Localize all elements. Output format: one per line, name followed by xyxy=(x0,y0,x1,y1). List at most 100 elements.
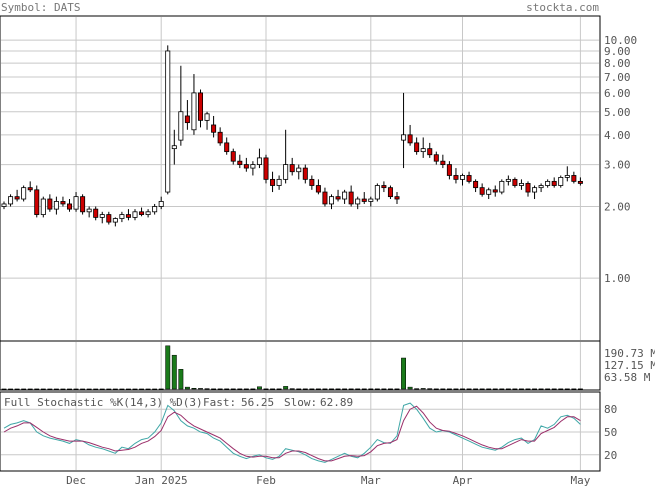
volume-tick-label: 63.58 M xyxy=(604,371,651,384)
volume-bar xyxy=(374,388,380,390)
legend-slow-value: 62.89 xyxy=(320,396,353,409)
candle-up xyxy=(538,185,544,189)
fast-k-line xyxy=(3,402,581,463)
volume-bar xyxy=(486,388,492,390)
price-tick-label: 3.00 xyxy=(604,159,631,172)
stochastic-title: Full Stochastic %K(14,3) %D(3) xyxy=(4,396,203,409)
candle-up xyxy=(355,198,361,205)
volume-bar xyxy=(139,388,145,390)
x-tick-label: Mar xyxy=(361,474,381,486)
volume-bar xyxy=(276,388,282,390)
price-tick-label: 8.00 xyxy=(604,57,631,70)
volume-bar xyxy=(296,388,302,390)
candle-up xyxy=(171,145,177,150)
candle-down xyxy=(525,183,531,193)
volume-bar xyxy=(322,388,328,390)
candle-up xyxy=(518,183,524,186)
volume-bar xyxy=(178,369,184,390)
x-tick-label: Jan 2025 xyxy=(135,474,188,486)
candle-up xyxy=(459,175,465,180)
candle-down xyxy=(440,160,446,165)
volume-bar xyxy=(479,388,485,390)
volume-bar xyxy=(388,388,393,390)
candle-up xyxy=(283,164,289,180)
candle-down xyxy=(263,157,269,180)
volume-bar xyxy=(368,388,374,390)
candle-up xyxy=(374,185,380,200)
volume-bar xyxy=(577,388,583,390)
volume-bar xyxy=(1,388,7,390)
candle-up xyxy=(8,196,14,205)
volume-bar xyxy=(414,388,420,390)
candle-down xyxy=(414,142,420,153)
candle-up xyxy=(73,196,79,210)
candle-down xyxy=(571,175,577,182)
volume-bar xyxy=(564,388,570,390)
candle-down xyxy=(551,180,557,186)
volume-bar xyxy=(473,388,479,390)
candle-down xyxy=(184,115,190,124)
volume-bar xyxy=(21,388,27,390)
volume-bar xyxy=(315,388,321,390)
volume-bar xyxy=(99,388,105,390)
candle-down xyxy=(394,196,400,200)
candle-down xyxy=(270,178,276,186)
volume-bar xyxy=(545,388,551,390)
candle-up xyxy=(152,206,158,213)
volume-bar xyxy=(184,386,190,390)
volume-bar xyxy=(499,388,505,390)
candle-down xyxy=(466,175,472,182)
volume-bar xyxy=(217,388,223,390)
candle-down xyxy=(224,142,230,153)
volume-bar xyxy=(505,388,511,390)
candle-down xyxy=(80,196,86,213)
volume-bar xyxy=(519,388,524,390)
candle-down xyxy=(47,198,53,210)
volume-bar xyxy=(93,388,99,390)
volume-bar xyxy=(106,388,112,390)
candle-up xyxy=(112,218,118,223)
candle-down xyxy=(433,154,439,162)
legend-fast-value: 56.25 xyxy=(241,396,274,409)
volume-bar xyxy=(211,388,217,390)
candle-down xyxy=(512,178,518,186)
volume-bar xyxy=(198,388,203,390)
candle-down xyxy=(60,201,66,205)
volume-bar xyxy=(243,388,249,390)
volume-bar xyxy=(67,388,72,390)
volume-bar xyxy=(132,388,138,390)
volume-bar xyxy=(407,386,413,390)
volume-bar xyxy=(119,388,125,390)
price-tick-label: 7.00 xyxy=(604,71,631,84)
price-tick-label: 2.00 xyxy=(604,201,631,214)
candle-down xyxy=(302,167,308,180)
candle-down xyxy=(361,198,367,202)
volume-bar xyxy=(47,388,53,390)
volume-bar xyxy=(86,388,92,390)
candle-down xyxy=(14,196,20,200)
candle-down xyxy=(348,191,354,205)
candle-up xyxy=(276,178,282,186)
brand-label: stockta.com xyxy=(526,1,599,14)
candle-down xyxy=(139,211,145,215)
volume-bar xyxy=(112,388,118,390)
candle-down xyxy=(289,164,295,173)
candle-down xyxy=(67,203,73,210)
candle-down xyxy=(27,187,33,191)
x-tick-label: Apr xyxy=(453,474,473,486)
volume-bar xyxy=(538,388,544,390)
volume-bar xyxy=(427,388,433,390)
volume-bar xyxy=(401,357,407,390)
volume-bar xyxy=(257,386,262,390)
candle-down xyxy=(197,92,203,121)
volume-bar xyxy=(40,388,46,390)
candle-up xyxy=(132,211,138,218)
volume-bar xyxy=(34,388,40,390)
candle-down xyxy=(387,187,393,198)
candle-up xyxy=(256,157,262,165)
price-tick-label: 4.00 xyxy=(604,129,631,142)
candle-up xyxy=(119,214,125,219)
price-tick-label: 6.00 xyxy=(604,87,631,100)
volume-bar xyxy=(381,388,387,390)
